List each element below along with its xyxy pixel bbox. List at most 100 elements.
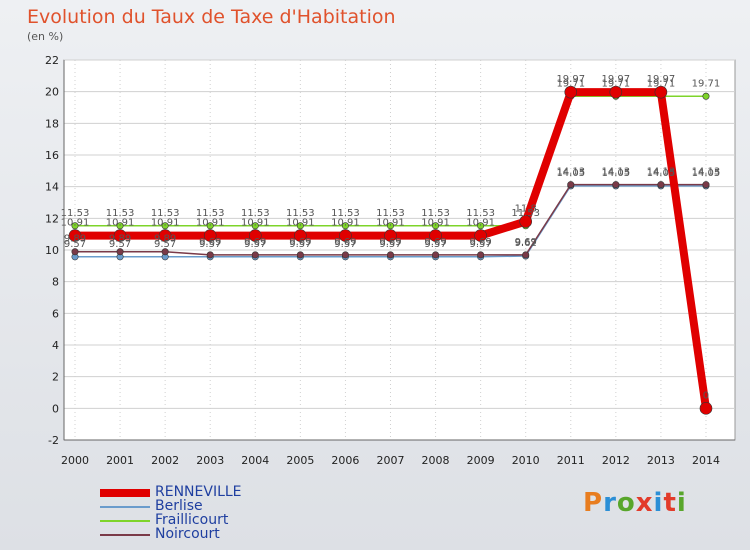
data-point: [116, 248, 124, 256]
data-point: [522, 251, 530, 259]
data-label: 19.97: [556, 74, 585, 85]
x-tick-label: 2006: [331, 454, 359, 467]
data-label: 19.71: [602, 78, 631, 89]
data-point: [251, 222, 259, 230]
legend-label: Fraillicourt: [155, 512, 229, 528]
data-point: [294, 229, 307, 242]
data-label: 11.53: [106, 208, 135, 219]
data-point: [384, 229, 397, 242]
data-label: 10.91: [466, 218, 495, 229]
data-label: 9.69: [469, 237, 491, 248]
data-label: 14.05: [556, 168, 585, 179]
data-label: 10.91: [376, 218, 405, 229]
data-label: 9.57: [109, 239, 131, 250]
data-label: 10.91: [421, 218, 450, 229]
data-point: [296, 251, 304, 259]
data-label: 9.69: [515, 237, 537, 248]
data-label: 11.53: [466, 208, 495, 219]
y-tick-label: 22: [45, 54, 59, 67]
y-tick-label: 16: [45, 149, 59, 162]
legend-swatch: [100, 506, 150, 508]
data-point: [203, 229, 217, 242]
legend-swatch: [100, 489, 150, 497]
logo-letter: r: [603, 488, 617, 518]
legend-label: Berlise: [155, 498, 203, 514]
legend-item: Noircourt: [100, 526, 280, 542]
data-point: [432, 222, 440, 230]
data-point: [158, 229, 172, 242]
data-label: 19.97: [602, 74, 631, 85]
x-tick-label: 2000: [61, 454, 89, 467]
data-label: 10.91: [331, 218, 360, 229]
y-tick-label: 0: [52, 402, 59, 415]
data-point: [432, 251, 440, 259]
data-label: 11.53: [331, 208, 360, 219]
y-tick-label: 18: [45, 117, 59, 130]
data-label: 14.05: [692, 168, 721, 179]
data-label: 9.69: [199, 237, 221, 248]
chart-title: Evolution du Taux de Taxe d'Habitation: [27, 6, 396, 28]
data-label: 14.05: [647, 168, 676, 179]
data-point: [429, 229, 442, 242]
y-tick-label: -2: [48, 434, 59, 447]
data-label: 9.57: [199, 239, 221, 250]
data-point: [386, 251, 394, 259]
data-label: 10.91: [151, 218, 180, 229]
data-label: 11.53: [196, 208, 225, 219]
data-label: 9.62: [515, 238, 537, 249]
data-point: [341, 222, 349, 230]
data-label: 14.13: [692, 167, 721, 178]
legend-label: RENNEVILLE: [155, 484, 242, 500]
data-point: [519, 215, 533, 228]
x-tick-label: 2005: [286, 454, 314, 467]
data-label: 19.71: [692, 78, 721, 89]
data-point: [71, 248, 79, 256]
data-label: 11.53: [241, 208, 270, 219]
data-label: 11.53: [151, 208, 180, 219]
data-point: [609, 85, 623, 99]
data-label: 14.13: [647, 167, 676, 178]
legend-swatch: [100, 534, 150, 536]
data-point: [341, 251, 349, 259]
data-point: [702, 92, 710, 100]
x-tick-label: 2003: [196, 454, 224, 467]
logo-letter: t: [663, 488, 677, 518]
data-label: 11.53: [511, 208, 540, 219]
data-label: 11.53: [286, 208, 315, 219]
data-label: 9.89: [109, 234, 131, 245]
data-label: 9.69: [244, 237, 266, 248]
data-label: 10.91: [196, 218, 225, 229]
legend-swatch: [100, 520, 150, 522]
y-tick-label: 20: [45, 86, 59, 99]
legend-label: Noircourt: [155, 526, 220, 542]
logo-letter: i: [676, 488, 687, 518]
y-tick-label: 8: [52, 276, 59, 289]
data-label: 9.89: [154, 234, 176, 245]
y-tick-label: 12: [45, 212, 59, 225]
data-label: 9.57: [469, 239, 491, 250]
data-point: [654, 85, 668, 99]
data-label: 9.69: [379, 237, 401, 248]
x-tick-label: 2011: [557, 454, 585, 467]
x-tick-label: 2012: [602, 454, 630, 467]
data-label: 19.97: [647, 74, 676, 85]
proxiti-logo: Proxiti: [583, 488, 687, 518]
data-label: 9.57: [154, 239, 176, 250]
data-point: [477, 222, 485, 230]
y-tick-label: 2: [52, 371, 59, 384]
y-tick-label: 14: [45, 181, 59, 194]
data-label: 14.13: [556, 167, 585, 178]
logo-letter: o: [616, 488, 636, 518]
x-tick-label: 2007: [376, 454, 404, 467]
data-point: [474, 229, 487, 242]
legend-item: RENNEVILLE: [100, 484, 280, 500]
y-tick-label: 6: [52, 307, 59, 320]
data-label: 9.57: [244, 239, 266, 250]
y-tick-label: 10: [45, 244, 59, 257]
x-tick-label: 2002: [151, 454, 179, 467]
x-tick-label: 2010: [512, 454, 540, 467]
data-label: 10.91: [241, 218, 270, 229]
data-label: 9.69: [334, 237, 356, 248]
